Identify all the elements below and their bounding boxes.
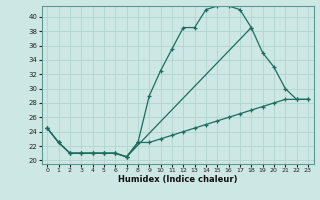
X-axis label: Humidex (Indice chaleur): Humidex (Indice chaleur) <box>118 175 237 184</box>
